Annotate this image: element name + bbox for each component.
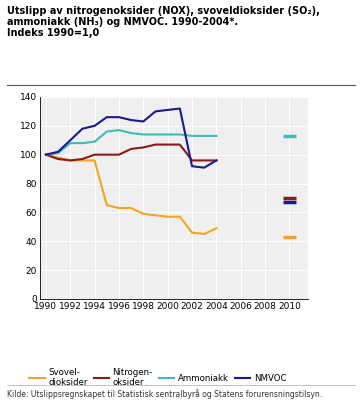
Text: Kilde: Utslippsregnskapet til Statistisk sentralbyrå og Statens forurensningstil: Kilde: Utslippsregnskapet til Statistisk… bbox=[7, 389, 323, 399]
Legend: Svovel-
dioksider, Nitrogen-
oksider, Ammoniakk, NMVOC: Svovel- dioksider, Nitrogen- oksider, Am… bbox=[29, 368, 286, 387]
Text: ammoniakk (NH₃) og NMVOC. 1990-2004*.: ammoniakk (NH₃) og NMVOC. 1990-2004*. bbox=[7, 17, 238, 27]
Text: Utslipp av nitrogenoksider (NOX), svoveldioksider (SO₂),: Utslipp av nitrogenoksider (NOX), svovel… bbox=[7, 6, 320, 16]
Text: Indeks 1990=1,0: Indeks 1990=1,0 bbox=[7, 28, 100, 38]
